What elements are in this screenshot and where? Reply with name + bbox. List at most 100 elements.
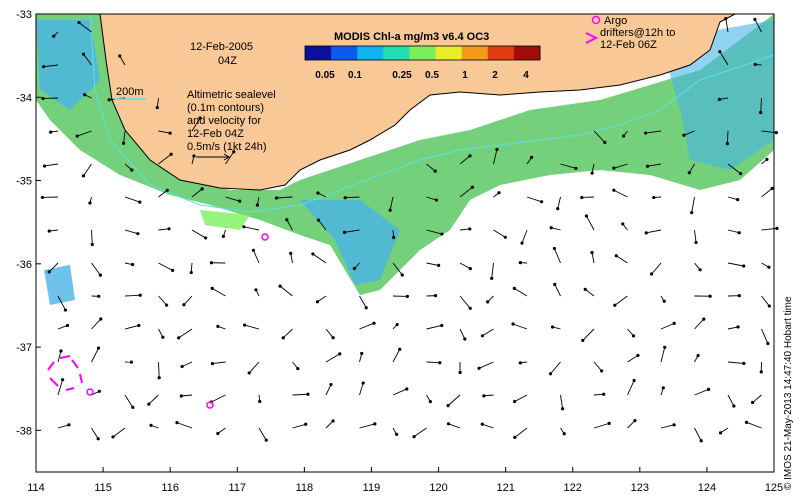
velocity-vector-head	[495, 147, 499, 152]
velocity-vector	[181, 361, 193, 367]
velocity-vector	[593, 422, 610, 429]
lon-tick-label: 124	[698, 482, 716, 494]
velocity-vector-head	[372, 321, 376, 325]
colorbar-tick-label: 0.25	[392, 70, 412, 81]
velocity-vector	[647, 163, 662, 167]
colorbar-frame	[304, 45, 541, 61]
velocity-vector-head	[98, 273, 102, 277]
velocity-vector-head	[131, 405, 135, 409]
velocity-vector	[478, 361, 494, 369]
velocity-vector-head	[41, 96, 45, 101]
velocity-vector-head	[61, 378, 65, 382]
velocity-vector-head	[600, 369, 604, 373]
velocity-vector-head	[157, 376, 161, 380]
velocity-vector-head	[316, 191, 320, 195]
lat-tick-label: -38	[16, 425, 32, 437]
colorbar-swatch	[435, 46, 463, 60]
velocity-vector	[77, 130, 92, 137]
velocity-vector-head	[182, 303, 186, 307]
velocity-vector-head	[584, 214, 589, 218]
velocity-vector-head	[155, 106, 159, 110]
velocity-vector-head	[486, 300, 490, 304]
velocity-vector-head	[242, 225, 246, 229]
scale-vector-arrowhead	[223, 153, 230, 161]
velocity-vector-head	[470, 185, 475, 189]
velocity-vector-head	[364, 306, 368, 310]
velocity-vector-head	[52, 34, 56, 38]
velocity-vector-head	[395, 432, 399, 436]
velocity-vector-head	[739, 172, 743, 176]
velocity-vector-head	[405, 294, 409, 298]
colorbar-tick-label: 0.1	[348, 70, 362, 81]
velocity-vector	[726, 130, 729, 144]
velocity-vector-head	[698, 268, 702, 272]
velocity-vector-head	[49, 130, 53, 134]
velocity-vector-head	[121, 141, 126, 145]
velocity-vector-head	[169, 152, 173, 156]
velocity-vector	[344, 229, 360, 233]
velocity-vector	[459, 186, 473, 198]
velocity-vector-head	[434, 198, 438, 202]
velocity-vector-head	[96, 437, 100, 441]
velocity-vector-head	[180, 364, 184, 369]
colorbar-ticks: 0.05 0.1 0.25 0.5 1 2 4	[315, 70, 529, 81]
velocity-vector	[276, 196, 293, 199]
velocity-vector	[493, 149, 498, 165]
velocity-vector-head	[513, 435, 517, 439]
velocity-vector-head	[388, 208, 392, 212]
velocity-vector-head	[296, 367, 300, 371]
velocity-vector-head	[147, 402, 151, 406]
velocity-vector-head	[736, 325, 740, 329]
argo-legend-arrow-icon	[585, 32, 599, 44]
velocity-vector-head	[446, 422, 451, 426]
velocity-vector-head	[645, 164, 650, 168]
velocity-vector-head	[530, 155, 534, 160]
velocity-vector-head	[136, 232, 140, 236]
velocity-vector-head	[138, 200, 142, 204]
velocity-vector	[491, 262, 494, 279]
argo-legend: Argo drifters@12h to 12-Feb 06Z	[600, 15, 675, 51]
chlorophyll-layer	[36, 14, 774, 305]
velocity-vector	[593, 130, 606, 143]
velocity-vector-head	[607, 421, 611, 425]
velocity-vector	[124, 229, 138, 235]
velocity-vector	[426, 262, 439, 266]
velocity-vector-head	[198, 116, 202, 120]
velocity-vector	[279, 285, 293, 297]
velocity-vector	[725, 18, 729, 33]
colorbar-swatch	[461, 46, 489, 60]
velocity-vector	[694, 318, 705, 330]
velocity-vector	[119, 55, 126, 66]
velocity-vector-head	[437, 263, 441, 267]
velocity-vector	[727, 361, 744, 364]
velocity-vector	[660, 322, 675, 330]
colorbar-swatch	[513, 46, 541, 60]
velocity-vector	[191, 188, 203, 198]
velocity-vector-head	[682, 133, 686, 137]
depth-contour-200m	[89, 13, 775, 213]
velocity-vector-head	[732, 404, 736, 408]
velocity-vector	[459, 295, 471, 309]
velocity-vector-head	[767, 304, 771, 308]
velocity-vector	[447, 394, 461, 406]
colorbar-swatch	[383, 46, 410, 60]
lon-tick-label: 114	[27, 482, 45, 494]
longitude-axis: 114 115 116 117 118 119 120 121 122 123 124 125	[27, 467, 783, 494]
velocity-vector	[483, 394, 494, 397]
velocity-vector-head	[581, 338, 585, 342]
velocity-vector	[181, 394, 193, 397]
velocity-vector-head	[477, 366, 481, 370]
lon-tick-label: 122	[564, 482, 582, 494]
velocity-vector-head	[189, 270, 193, 275]
velocity-vector	[613, 163, 628, 169]
velocity-vector-head	[774, 131, 778, 135]
lon-tick-label: 119	[363, 482, 381, 494]
velocity-vector	[325, 353, 341, 363]
colorbar-title: MODIS Chl-a mg/m3 v6.4 OC3	[334, 31, 489, 43]
velocity-vector-head	[480, 422, 484, 426]
velocity-vector-head	[47, 270, 51, 274]
velocity-vector	[582, 328, 595, 341]
velocity-vector	[48, 262, 59, 273]
velocity-vector-head	[708, 294, 712, 298]
velocity-vector	[727, 326, 739, 330]
